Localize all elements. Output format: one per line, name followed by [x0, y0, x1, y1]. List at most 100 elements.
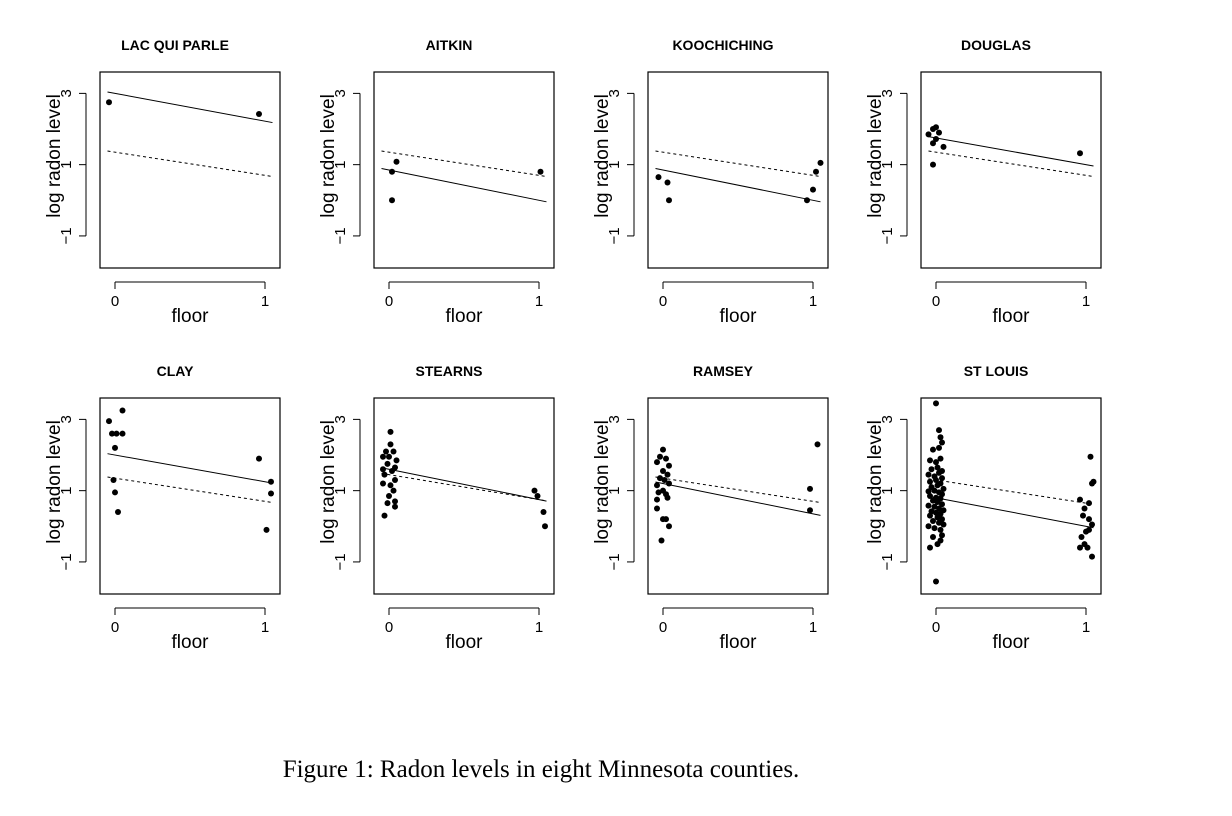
data-point [268, 478, 274, 485]
data-point [655, 174, 662, 181]
data-point [109, 430, 115, 437]
plot-frame [99, 71, 281, 269]
data-point [106, 418, 112, 425]
data-point [934, 482, 941, 489]
data-point [937, 434, 944, 441]
y-axis-label: log radon level [592, 420, 613, 544]
data-point [937, 455, 944, 462]
plot-area [925, 124, 1094, 177]
plot-frame [920, 71, 1102, 269]
data-point [381, 512, 388, 519]
data-point [1077, 496, 1083, 503]
y-tick-label: 3 [606, 89, 623, 97]
x-axis-label: floor [172, 306, 210, 327]
x-tick-label: 0 [111, 293, 119, 310]
data-point [1090, 478, 1097, 485]
data-point [386, 493, 392, 499]
data-point [936, 427, 942, 434]
y-axis-label: log radon level [318, 94, 339, 218]
data-point [112, 489, 118, 496]
data-point [664, 494, 671, 501]
data-point [814, 441, 821, 448]
x-tick-label: 0 [932, 293, 940, 310]
data-point [666, 197, 672, 204]
y-tick-label: −1 [332, 227, 349, 244]
y-tick-label: −1 [879, 553, 896, 570]
data-point [804, 197, 810, 204]
data-point [383, 448, 389, 455]
y-axis-label: log radon level [865, 94, 886, 218]
x-tick-label: 1 [261, 619, 269, 636]
plot-area [106, 91, 273, 177]
x-tick-label: 0 [385, 293, 393, 310]
data-point [925, 488, 932, 495]
data-point [256, 455, 262, 462]
complete-pooling-line [655, 167, 821, 203]
complete-pooling-line [381, 467, 547, 502]
y-tick-label: 1 [606, 486, 623, 494]
data-point [113, 430, 120, 437]
data-point [1086, 516, 1092, 523]
data-point [380, 466, 386, 473]
data-point [664, 179, 671, 186]
data-point [939, 475, 945, 482]
data-point [1080, 512, 1086, 519]
x-axis-label: floor [993, 306, 1031, 327]
data-point [936, 444, 942, 451]
panel-title: STEARNS [416, 363, 483, 379]
y-axis-label: log radon level [592, 94, 613, 218]
data-point [937, 526, 944, 533]
plot-area [106, 407, 274, 533]
data-point [1083, 528, 1089, 535]
data-point [930, 161, 936, 168]
plot-frame [920, 397, 1102, 595]
complete-pooling-line [928, 136, 1094, 167]
data-point [387, 482, 394, 489]
data-point [930, 140, 936, 147]
x-axis-label: floor [993, 632, 1031, 653]
y-axis-label: log radon level [318, 420, 339, 544]
x-axis-label: floor [720, 306, 758, 327]
data-point [936, 519, 942, 526]
y-tick-label: −1 [332, 553, 349, 570]
data-point [939, 501, 945, 508]
data-point [654, 496, 660, 503]
data-point [927, 457, 933, 464]
data-point [381, 471, 388, 478]
data-point [1089, 553, 1095, 560]
y-tick-label: 3 [606, 415, 623, 423]
y-tick-label: 1 [332, 160, 349, 168]
data-point [1089, 521, 1095, 528]
data-point [936, 129, 942, 136]
x-tick-label: 1 [809, 293, 817, 310]
plot-frame [373, 71, 555, 269]
data-point [1078, 533, 1085, 540]
no-pooling-line [107, 476, 273, 503]
data-point [657, 453, 663, 460]
data-point [537, 168, 544, 175]
data-point [933, 135, 939, 142]
no-pooling-line [928, 150, 1094, 177]
data-point [390, 448, 397, 455]
data-point [110, 476, 117, 483]
data-point [927, 493, 933, 499]
data-point [927, 478, 933, 485]
x-axis-label: floor [172, 632, 210, 653]
complete-pooling-line [928, 495, 1094, 529]
no-pooling-line [107, 150, 273, 177]
data-point [1081, 505, 1088, 512]
y-tick-label: 3 [332, 89, 349, 97]
data-point [392, 498, 398, 505]
data-point [933, 400, 939, 407]
data-point [389, 197, 395, 204]
plot-frame [647, 397, 829, 595]
y-tick-label: −1 [58, 227, 75, 244]
data-point [263, 526, 270, 533]
data-point [666, 462, 672, 469]
x-tick-label: 1 [261, 293, 269, 310]
y-tick-label: 1 [879, 160, 896, 168]
